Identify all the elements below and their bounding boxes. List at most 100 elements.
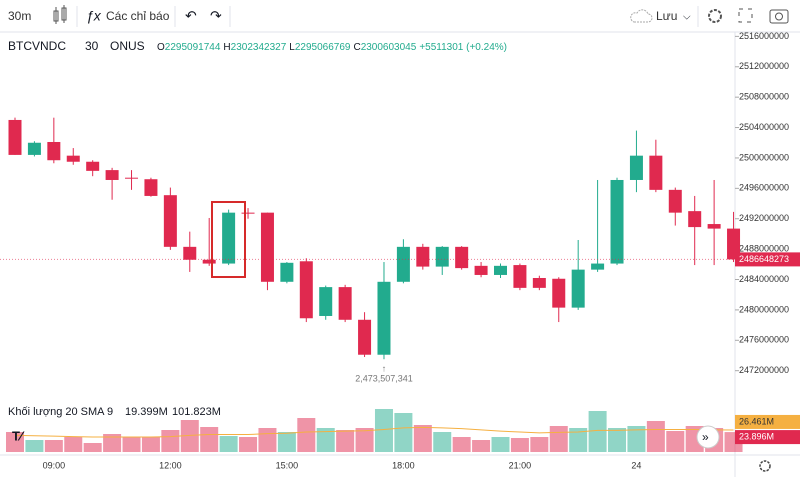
- c-label: C: [353, 42, 360, 53]
- volume-bar: [180, 420, 199, 452]
- volume-bar: [161, 430, 180, 452]
- volume-bar: [491, 437, 510, 452]
- candle-body: [280, 262, 294, 282]
- candle-body: [105, 170, 119, 180]
- exchange: ONUS: [110, 39, 145, 53]
- candle-body: [455, 246, 469, 269]
- save-button[interactable]: Lưu: [656, 9, 677, 23]
- volume-bar: [569, 428, 588, 452]
- undo-button[interactable]: ↶: [185, 8, 197, 24]
- candle-body: [571, 269, 585, 308]
- volume-bar: [588, 411, 607, 452]
- interval-button[interactable]: 30m: [8, 9, 31, 23]
- candle-body: [396, 246, 410, 282]
- y-tick-label: 2504000000: [739, 122, 789, 132]
- y-tick-label: 2484000000: [739, 274, 789, 284]
- candle-body: [707, 224, 721, 229]
- l-value: 2295066769: [295, 42, 351, 53]
- volume-bar: [297, 418, 316, 452]
- volume-tag: [735, 430, 800, 445]
- fullscreen-button[interactable]: [738, 8, 753, 23]
- sma-last-label: 26.461M: [739, 416, 774, 426]
- candle-body: [688, 211, 702, 228]
- candle-body: [727, 228, 741, 260]
- candle-body: [125, 177, 139, 179]
- axis-settings[interactable]: [759, 460, 771, 472]
- candle-body: [299, 261, 313, 319]
- x-tick-label: 24: [631, 460, 641, 470]
- y-tick-label: 2516000000: [739, 31, 789, 41]
- fx-icon: ƒx: [86, 8, 102, 24]
- candle-body: [260, 212, 274, 282]
- ohlc-legend: O2295091744 H2302342327 L2295066769 C230060…: [157, 42, 507, 53]
- y-tick-label: 2472000000: [739, 365, 789, 375]
- x-tick-label: 12:00: [159, 460, 182, 470]
- candle-body: [66, 155, 80, 162]
- y-tick-label: 2496000000: [739, 183, 789, 193]
- volume-bar: [277, 432, 296, 452]
- scroll-icon: »: [702, 430, 709, 444]
- candle-icon[interactable]: [53, 5, 67, 24]
- indicators-button[interactable]: Các chỉ báo: [106, 9, 170, 23]
- candle-body: [649, 155, 663, 190]
- volume-bar: [25, 440, 44, 452]
- volume-bar: [122, 437, 141, 452]
- volume-bar: [374, 409, 393, 452]
- volume-last-label: 23.896M: [739, 431, 774, 441]
- y-tick-label: 2508000000: [739, 92, 789, 102]
- candle-body: [163, 195, 177, 247]
- candle-body: [591, 263, 605, 270]
- screenshot-button[interactable]: [769, 9, 789, 24]
- candle-body: [47, 141, 61, 161]
- volume-bar: [608, 428, 627, 452]
- sma-tag: [735, 414, 800, 429]
- camera-lens: [775, 12, 783, 21]
- candle-body: [222, 212, 236, 264]
- candle-body: [27, 142, 41, 155]
- candle-body: [241, 212, 255, 214]
- candle-body: [144, 179, 158, 196]
- candle-body: [183, 246, 197, 260]
- low-marker: ↑: [382, 364, 387, 374]
- y-tick-label: 2492000000: [739, 213, 789, 223]
- candle-body: [319, 287, 333, 316]
- volume-bar: [530, 437, 549, 452]
- volume-bar: [6, 432, 24, 452]
- y-tick-label: 2480000000: [739, 304, 789, 314]
- candle-body: [358, 319, 372, 355]
- candle-body: [532, 277, 546, 288]
- plot: 2472000000 2476000000 2480000000 2484000000…: [0, 31, 800, 470]
- sma-legend-value: 101.823M: [172, 406, 221, 418]
- y-tick-label: 2476000000: [739, 335, 789, 345]
- candle-body: [202, 259, 216, 264]
- x-tick-label: 21:00: [509, 460, 532, 470]
- x-tick-label: 15:00: [276, 460, 299, 470]
- last-price-tag: [735, 252, 800, 267]
- candle-body: [610, 179, 624, 264]
- volume-bar: [413, 425, 432, 452]
- volume-bar: [141, 437, 160, 452]
- settings-button[interactable]: [708, 9, 722, 23]
- x-tick-label: 09:00: [43, 460, 66, 470]
- volume-bar: [219, 436, 238, 452]
- volume-bar: [316, 428, 335, 452]
- volume-bar: [336, 430, 355, 452]
- candle-body: [435, 246, 449, 267]
- legend-interval: 30: [85, 39, 99, 53]
- volume-legend: Khối lượng 20 SMA 9: [8, 406, 113, 418]
- symbol: BTCVNDC: [8, 39, 66, 53]
- volume-bar: [200, 427, 219, 452]
- candle-body: [416, 246, 430, 267]
- redo-button[interactable]: ↷: [210, 8, 222, 24]
- volume-bar: [627, 426, 646, 452]
- volume-bar: [646, 421, 665, 452]
- volume-bar: [64, 437, 83, 452]
- save-dropdown[interactable]: ⌵: [683, 12, 691, 23]
- scroll-button[interactable]: [696, 425, 720, 449]
- candle-body: [552, 278, 566, 308]
- highlight-box: [211, 201, 246, 278]
- volume-bar: [452, 437, 471, 452]
- volume-bar: [355, 428, 374, 452]
